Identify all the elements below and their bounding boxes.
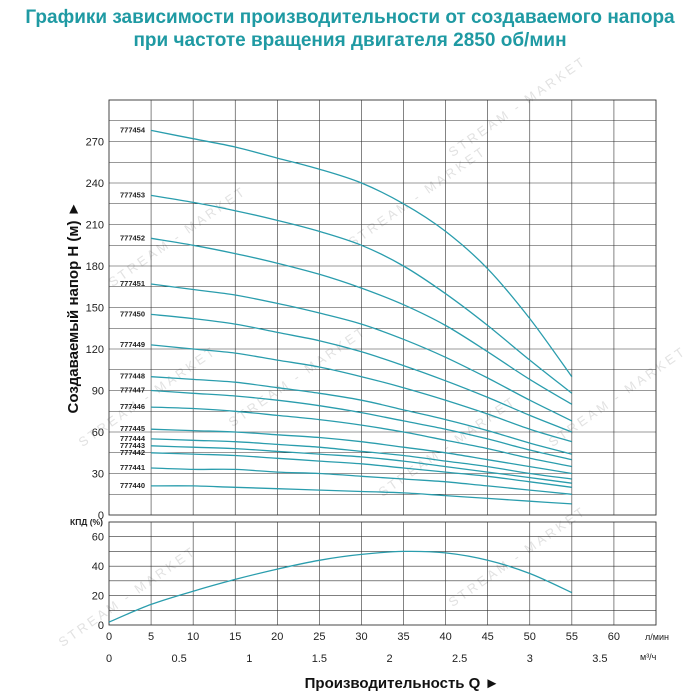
head-curve-777451	[151, 283, 573, 422]
efficiency-curve	[108, 550, 573, 623]
x-tick-m3h: 2	[386, 653, 392, 665]
model-label-777444: 777444	[120, 434, 146, 443]
model-label-777441: 777441	[120, 463, 145, 472]
x-tick-m3h: 0	[106, 653, 112, 665]
x-tick-lpm: 20	[271, 631, 283, 643]
efficiency-y-tick-label: 40	[92, 561, 104, 573]
model-label-777454: 777454	[120, 125, 146, 134]
head-curve-777445	[151, 428, 572, 475]
x-tick-lpm: 25	[313, 631, 325, 643]
head-curve-777440	[151, 485, 572, 505]
model-label-777451: 777451	[120, 279, 145, 288]
watermark-text: STREAM - MARKET	[446, 53, 590, 160]
x-tick-lpm: 35	[397, 631, 409, 643]
head-curves: 777454 777453 777452 777451 777450 777449 7774…	[120, 125, 573, 505]
model-label-777453: 777453	[120, 190, 145, 199]
x-tick-lpm: 45	[482, 631, 494, 643]
chart-title: Графики зависимости производительности о…	[0, 6, 700, 52]
head-curve-777443	[151, 445, 572, 484]
efficiency-axis-title: КПД (%)	[70, 517, 103, 527]
head-y-tick-label: 120	[86, 344, 104, 356]
efficiency-y-tick-label: 0	[98, 620, 104, 632]
model-label-777445: 777445	[120, 424, 145, 433]
x-tick-m3h: 2.5	[452, 653, 467, 665]
model-label-777452: 777452	[120, 233, 145, 242]
x-unit-m3h: м³/ч	[640, 652, 657, 662]
head-y-tick-label: 270	[86, 137, 104, 149]
x-tick-lpm: 15	[229, 631, 241, 643]
model-label-777448: 777448	[120, 372, 145, 381]
x-tick-lpm: 30	[355, 631, 367, 643]
efficiency-curve-line	[108, 550, 573, 623]
model-label-777447: 777447	[120, 386, 145, 395]
head-chart-grid	[108, 99, 657, 516]
model-label-777450: 777450	[120, 309, 145, 318]
watermark-text: STREAM - MARKET	[346, 143, 490, 250]
efficiency-plot-frame	[108, 521, 657, 626]
x-tick-m3h: 0.5	[171, 653, 186, 665]
model-label-777443: 777443	[120, 441, 145, 450]
head-y-tick-label: 210	[86, 220, 104, 232]
head-curve-777450	[151, 313, 573, 433]
title-line-2: при частоте вращения двигателя 2850 об/м…	[133, 30, 567, 51]
head-curve-777446	[151, 406, 572, 468]
head-curve-777447	[151, 389, 572, 461]
x-tick-lpm: 40	[439, 631, 451, 643]
head-curve-777454	[150, 129, 573, 378]
x-tick-lpm: 60	[608, 631, 620, 643]
efficiency-y-tick-label: 20	[92, 591, 104, 603]
x-tick-lpm: 5	[148, 631, 154, 643]
watermark-text: STREAM - MARKET	[546, 343, 690, 450]
x-unit-lpm: л/мин	[645, 632, 669, 642]
head-curve-777448	[151, 376, 572, 455]
title-line-1: Графики зависимости производительности о…	[25, 7, 675, 28]
x-tick-lpm: 0	[106, 631, 112, 643]
x-tick-m3h: 3.5	[592, 653, 607, 665]
head-curve-777442	[151, 452, 572, 488]
head-y-tick-label: 90	[92, 386, 104, 398]
head-curve-777449	[151, 344, 572, 443]
x-tick-lpm: 10	[187, 631, 199, 643]
x-tick-lpm: 50	[524, 631, 536, 643]
x-tick-m3h: 3	[527, 653, 533, 665]
efficiency-y-tick-label: 60	[92, 532, 104, 544]
x-tick-lpm: 55	[566, 631, 578, 643]
efficiency-chart-grid	[108, 521, 657, 626]
head-y-tick-label: 180	[86, 261, 104, 273]
x-tick-m3h: 1	[246, 653, 252, 665]
head-curve-777444	[151, 438, 572, 480]
head-y-tick-label: 150	[86, 303, 104, 315]
head-y-tick-label: 240	[86, 178, 104, 190]
head-y-tick-label: 0	[98, 510, 104, 522]
watermark-text: STREAM - MARKET	[226, 323, 370, 430]
head-curve-777441	[151, 467, 572, 495]
model-label-777440: 777440	[120, 481, 145, 490]
x-tick-m3h: 1.5	[312, 653, 327, 665]
head-curve-777452	[150, 237, 573, 405]
head-y-tick-label: 60	[92, 427, 104, 439]
model-label-777442: 777442	[120, 448, 145, 457]
x-axis-title: Производительность Q ►	[305, 675, 500, 692]
head-curve-777453	[150, 194, 573, 394]
model-label-777446: 777446	[120, 402, 145, 411]
head-axis-title: Создаваемый напор H (м) ►	[65, 202, 82, 414]
head-y-tick-label: 30	[92, 469, 104, 481]
model-label-777449: 777449	[120, 340, 145, 349]
